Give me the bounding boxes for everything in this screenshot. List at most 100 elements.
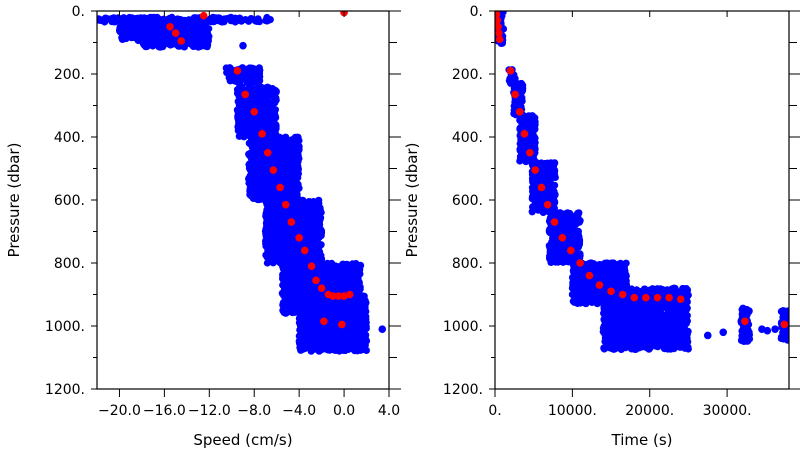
- data-point: [335, 347, 343, 355]
- data-point: [354, 331, 362, 339]
- data-point: [290, 240, 298, 248]
- data-point: [164, 38, 172, 47]
- data-point: [329, 276, 338, 284]
- data-point: [285, 172, 293, 180]
- data-point: [248, 144, 257, 152]
- data-point: [272, 88, 280, 96]
- data-point: [345, 290, 354, 299]
- data-point: [512, 80, 520, 89]
- data-point: [523, 123, 532, 131]
- data-point: [262, 211, 270, 219]
- data-point: [228, 75, 236, 83]
- data-point: [283, 144, 291, 152]
- data-point: [304, 328, 312, 336]
- y-tick-label: 200.: [54, 67, 85, 83]
- plot-area: [97, 11, 387, 355]
- data-point: [237, 86, 245, 94]
- series-0: [97, 13, 387, 355]
- data-point: [233, 67, 242, 75]
- data-point: [288, 152, 296, 160]
- data-point: [278, 252, 287, 261]
- data-point: [307, 262, 316, 270]
- data-point: [169, 37, 178, 45]
- data-point: [314, 210, 322, 218]
- y-tick-label: 400.: [54, 130, 85, 146]
- data-point: [294, 174, 302, 182]
- data-point: [248, 177, 256, 185]
- data-point: [300, 338, 308, 346]
- data-point: [149, 38, 157, 46]
- data-point: [239, 115, 247, 123]
- data-point: [312, 276, 320, 285]
- data-point: [269, 99, 277, 107]
- data-point: [554, 258, 562, 266]
- data-point: [346, 319, 355, 327]
- data-point: [536, 200, 545, 209]
- axes: 0.200.400.600.800.1000.1200.−20.0 −16.0 −1…: [5, 4, 401, 449]
- data-point: [263, 148, 272, 157]
- data-point: [299, 261, 307, 269]
- data-point: [185, 37, 193, 45]
- data-point: [177, 37, 186, 45]
- data-point: [354, 322, 363, 330]
- data-point: [308, 237, 316, 246]
- data-point: [238, 132, 246, 140]
- data-point: [551, 167, 559, 175]
- data-point: [344, 345, 352, 353]
- data-point: [259, 153, 267, 161]
- data-point: [347, 336, 355, 344]
- data-point: [251, 17, 260, 25]
- data-point: [157, 18, 165, 26]
- data-point: [248, 152, 256, 160]
- data-point: [348, 260, 357, 268]
- data-point: [258, 130, 266, 138]
- data-point: [236, 106, 244, 114]
- data-point: [295, 146, 303, 154]
- data-point: [321, 275, 329, 283]
- series-0-cluster: [261, 196, 326, 267]
- data-point: [297, 291, 305, 299]
- data-point: [271, 209, 279, 217]
- data-point: [311, 333, 320, 341]
- data-point: [318, 309, 327, 317]
- data-point: [243, 70, 251, 78]
- series-0-cluster: [516, 112, 539, 166]
- data-point: [553, 239, 561, 247]
- data-point: [219, 17, 227, 25]
- data-point: [145, 27, 153, 35]
- data-point: [257, 85, 265, 93]
- data-point: [226, 64, 234, 72]
- data-point: [241, 16, 250, 24]
- data-point: [288, 266, 296, 274]
- data-point: [247, 170, 255, 178]
- data-point: [543, 167, 552, 176]
- y-tick-label: 1200.: [45, 382, 85, 398]
- data-point: [315, 203, 323, 211]
- data-point: [247, 136, 256, 144]
- data-point: [333, 305, 341, 313]
- data-point: [255, 77, 263, 85]
- data-point: [194, 41, 202, 50]
- data-point: [269, 176, 277, 184]
- data-point: [295, 234, 303, 242]
- data-point: [338, 320, 346, 329]
- data-point: [139, 22, 147, 30]
- data-point: [250, 108, 259, 116]
- data-point: [210, 14, 218, 22]
- data-point: [284, 308, 292, 316]
- data-point: [271, 120, 279, 128]
- data-point: [265, 198, 273, 206]
- data-point: [263, 259, 271, 267]
- data-point: [271, 106, 279, 114]
- data-point: [310, 224, 318, 232]
- data-point: [264, 16, 272, 24]
- x-tick-label: −8.0: [237, 403, 271, 419]
- data-point: [298, 213, 306, 222]
- data-point: [186, 18, 194, 26]
- data-point: [175, 18, 184, 26]
- data-point: [356, 340, 364, 348]
- data-point: [116, 27, 124, 35]
- data-point: [118, 35, 127, 44]
- data-point: [121, 19, 130, 27]
